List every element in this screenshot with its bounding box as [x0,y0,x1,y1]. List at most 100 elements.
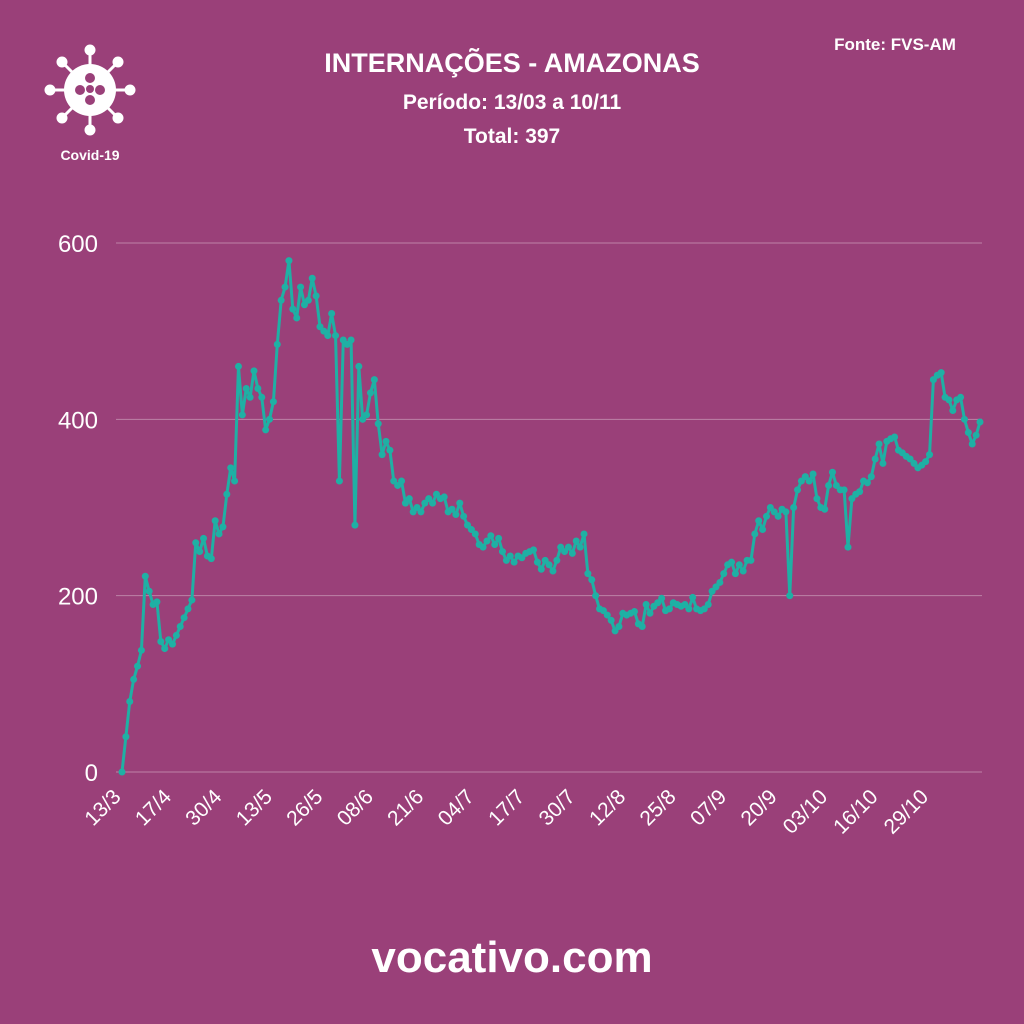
x-tick-label: 13/3 [80,785,125,830]
point [685,605,693,613]
point [879,459,887,467]
point [720,570,728,578]
chart-subtitle: Período: 13/03 a 10/11 [403,91,622,114]
point [207,555,215,563]
point [460,512,468,520]
point [976,418,984,426]
point [922,458,930,466]
x-tick-label: 04/7 [434,785,479,830]
point [141,572,149,580]
point [231,477,239,485]
point [731,570,739,578]
point [180,614,188,622]
virus-icon [44,44,136,136]
point [871,455,879,463]
point [184,605,192,613]
point [828,468,836,476]
point [355,362,363,370]
point [498,548,506,556]
point [308,274,316,282]
y-tick-label: 600 [58,231,98,258]
x-tick-label: 26/5 [282,785,327,830]
point [134,662,142,670]
point [161,645,169,653]
y-tick-label: 0 [85,760,98,787]
point [227,464,235,472]
x-tick-label: 08/6 [333,785,378,830]
point [937,369,945,377]
y-tick-label: 400 [58,407,98,434]
point [250,367,258,375]
point [506,552,514,560]
point [137,646,145,654]
point [386,446,394,454]
point [665,605,673,613]
line [120,259,982,773]
point [751,530,759,538]
point [285,257,293,265]
point [580,530,588,538]
point [378,451,386,459]
point [363,411,371,419]
y-tick-label: 200 [58,584,98,611]
point [805,477,813,485]
point [491,541,499,549]
point [972,431,980,439]
point [153,598,161,606]
point [398,477,406,485]
x-tick-label: 30/7 [535,785,580,830]
point [863,479,871,487]
point [130,675,138,683]
point [196,548,204,556]
point [728,558,736,566]
point [867,473,875,481]
point [157,638,165,646]
point [821,505,829,513]
point [957,393,965,401]
point [968,440,976,448]
point [530,546,538,554]
point [716,578,724,586]
point [223,490,231,498]
point [145,587,153,595]
point [638,623,646,631]
point [370,376,378,384]
point [689,593,697,601]
point [176,623,184,631]
point [374,420,382,428]
point [809,470,817,478]
point [584,570,592,578]
point [242,384,250,392]
point [448,505,456,513]
point [429,499,437,507]
point [603,611,611,619]
point [126,697,134,705]
point [739,567,747,575]
point [269,398,277,406]
point [262,426,270,434]
x-tick-label: 30/4 [181,785,226,830]
point [246,393,254,401]
point [844,543,852,551]
x-tick-label: 20/9 [736,785,781,830]
point [452,511,460,519]
point [332,332,340,340]
source: Fonte: FVS-AM [834,35,956,54]
point [219,523,227,531]
point [273,340,281,348]
point [234,362,242,370]
point [200,534,208,542]
point [211,517,219,525]
x-tick-label: 03/10 [779,785,832,838]
point [281,283,289,291]
point [813,495,821,503]
point [118,768,126,776]
point [642,600,650,608]
point [704,600,712,608]
point [630,608,638,616]
point [774,512,782,520]
point [510,558,518,566]
point [964,429,972,437]
point [495,534,503,542]
